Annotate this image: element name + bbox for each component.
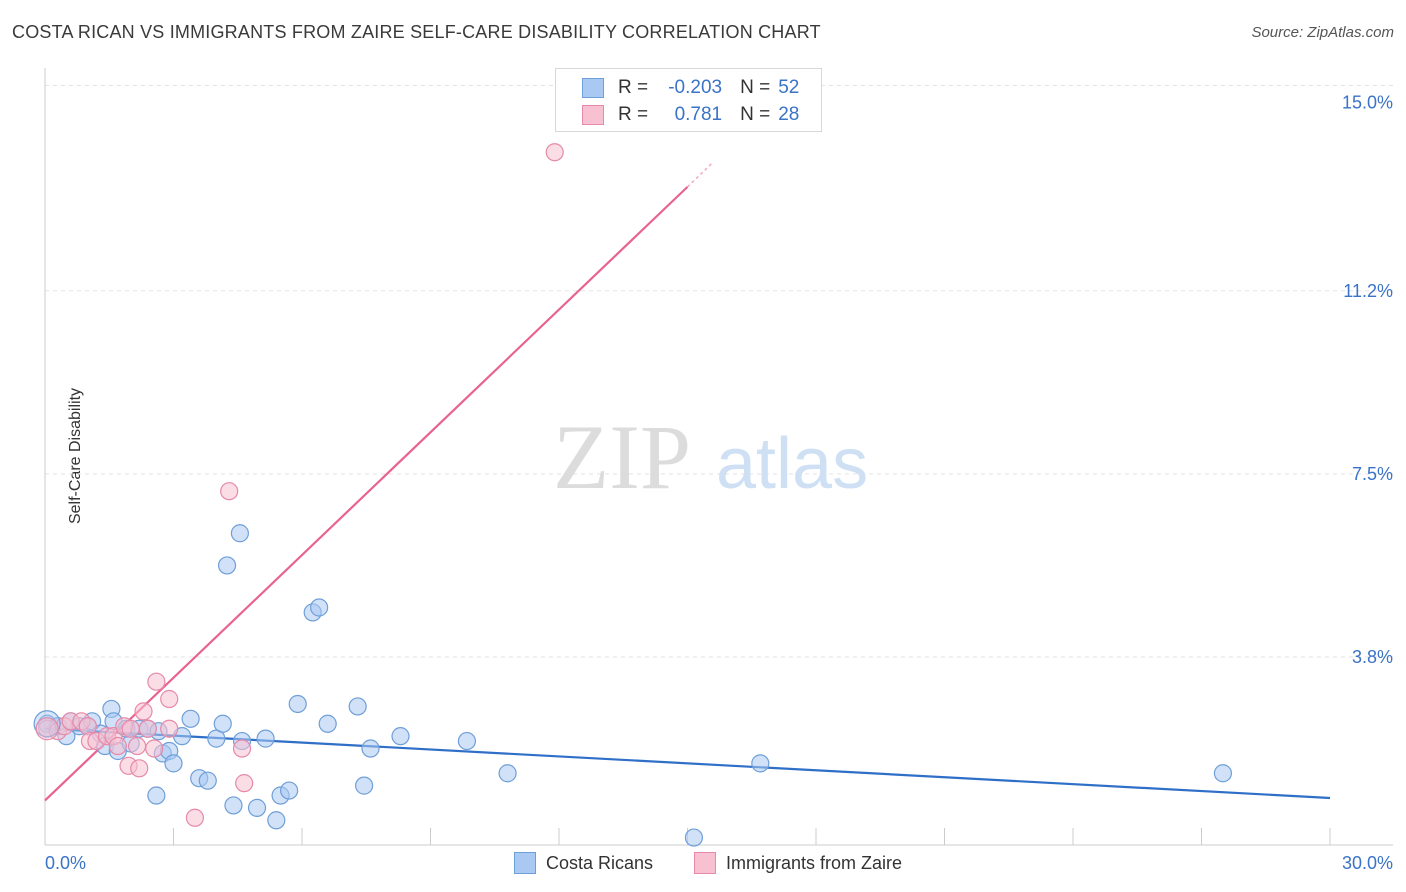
legend-row-costa-ricans: R = -0.203 N = 52	[582, 77, 799, 99]
point-zaire	[127, 736, 147, 756]
legend-swatch-blue	[582, 78, 604, 98]
grid-lines	[45, 84, 1393, 658]
n-value: 28	[778, 104, 800, 125]
y-tick-label: 7.5%	[1352, 464, 1393, 484]
point-costa-ricans	[391, 727, 410, 746]
point-costa-ricans	[181, 709, 200, 728]
point-zaire	[145, 739, 164, 758]
legend-row-zaire: R = 0.781 N = 28	[582, 104, 799, 126]
y-tick-label: 15.0%	[1342, 93, 1393, 113]
point-zaire	[160, 689, 179, 709]
legend-swatch-zaire	[694, 852, 716, 874]
point-zaire	[78, 717, 97, 736]
r-label: R =	[618, 104, 649, 125]
point-costa-ricans	[164, 754, 183, 773]
point-costa-ricans	[224, 796, 243, 815]
trend-line-zaire-extension	[686, 161, 714, 188]
point-costa-ricans	[198, 771, 217, 790]
point-costa-ricans	[684, 828, 704, 847]
point-zaire	[130, 759, 149, 778]
point-costa-ricans	[217, 556, 237, 575]
point-zaire	[545, 143, 564, 162]
legend-item-costa-ricans: Costa Ricans	[514, 852, 653, 874]
data-points	[33, 143, 1233, 847]
watermark-zip: ZIP	[553, 406, 691, 508]
r-label: R =	[618, 77, 649, 98]
point-costa-ricans	[1213, 764, 1233, 783]
point-zaire	[147, 672, 166, 691]
point-zaire	[35, 717, 59, 741]
trend-line-zaire	[44, 186, 689, 802]
r-value: 0.781	[674, 104, 723, 125]
point-zaire	[138, 719, 157, 738]
point-costa-ricans	[498, 764, 517, 783]
point-costa-ricans	[355, 776, 374, 795]
point-zaire	[160, 719, 179, 738]
point-costa-ricans	[751, 754, 770, 773]
point-zaire	[232, 739, 252, 758]
point-costa-ricans	[267, 811, 286, 830]
x-tick-label: 0.0%	[45, 853, 86, 873]
point-costa-ricans	[348, 697, 367, 716]
n-label: N =	[740, 77, 771, 98]
point-costa-ricans	[288, 694, 307, 714]
point-costa-ricans	[310, 598, 329, 617]
chart-title: COSTA RICAN VS IMMIGRANTS FROM ZAIRE SEL…	[12, 22, 821, 42]
n-value: 52	[778, 77, 800, 98]
point-zaire	[108, 736, 127, 756]
point-costa-ricans	[361, 739, 380, 758]
point-zaire	[134, 702, 153, 721]
source-label: Source: ZipAtlas.com	[1251, 24, 1394, 41]
point-costa-ricans	[247, 798, 267, 817]
n-label: N =	[740, 104, 771, 125]
correlation-legend: R = -0.203 N = 52 R = 0.781 N = 28	[555, 68, 822, 132]
y-tick-label: 3.8%	[1352, 647, 1393, 667]
legend-swatch-costa-ricans	[514, 852, 536, 874]
point-costa-ricans	[457, 731, 477, 751]
legend-item-zaire: Immigrants from Zaire	[694, 852, 902, 874]
point-costa-ricans	[256, 729, 275, 748]
legend-label: Costa Ricans	[546, 852, 654, 873]
point-costa-ricans	[213, 714, 232, 733]
point-costa-ricans	[33, 710, 61, 738]
point-costa-ricans	[318, 714, 337, 733]
r-value: -0.203	[668, 77, 723, 98]
watermark-atlas: atlas	[716, 424, 868, 504]
point-costa-ricans	[280, 781, 299, 800]
point-costa-ricans	[230, 524, 249, 543]
legend-label: Immigrants from Zaire	[726, 852, 903, 873]
y-tick-label: 11.2%	[1343, 281, 1393, 301]
point-zaire	[121, 719, 140, 738]
legend-swatch-pink	[582, 105, 604, 125]
tick-labels: 3.8% 7.5% 11.2% 15.0% 0.0% 30.0%	[45, 93, 1393, 873]
point-zaire	[220, 482, 239, 501]
x-tick-label: 30.0%	[1342, 853, 1393, 873]
watermark: ZIP atlas	[553, 406, 868, 508]
point-costa-ricans	[147, 786, 166, 805]
point-zaire	[185, 808, 205, 827]
point-zaire	[235, 774, 254, 793]
